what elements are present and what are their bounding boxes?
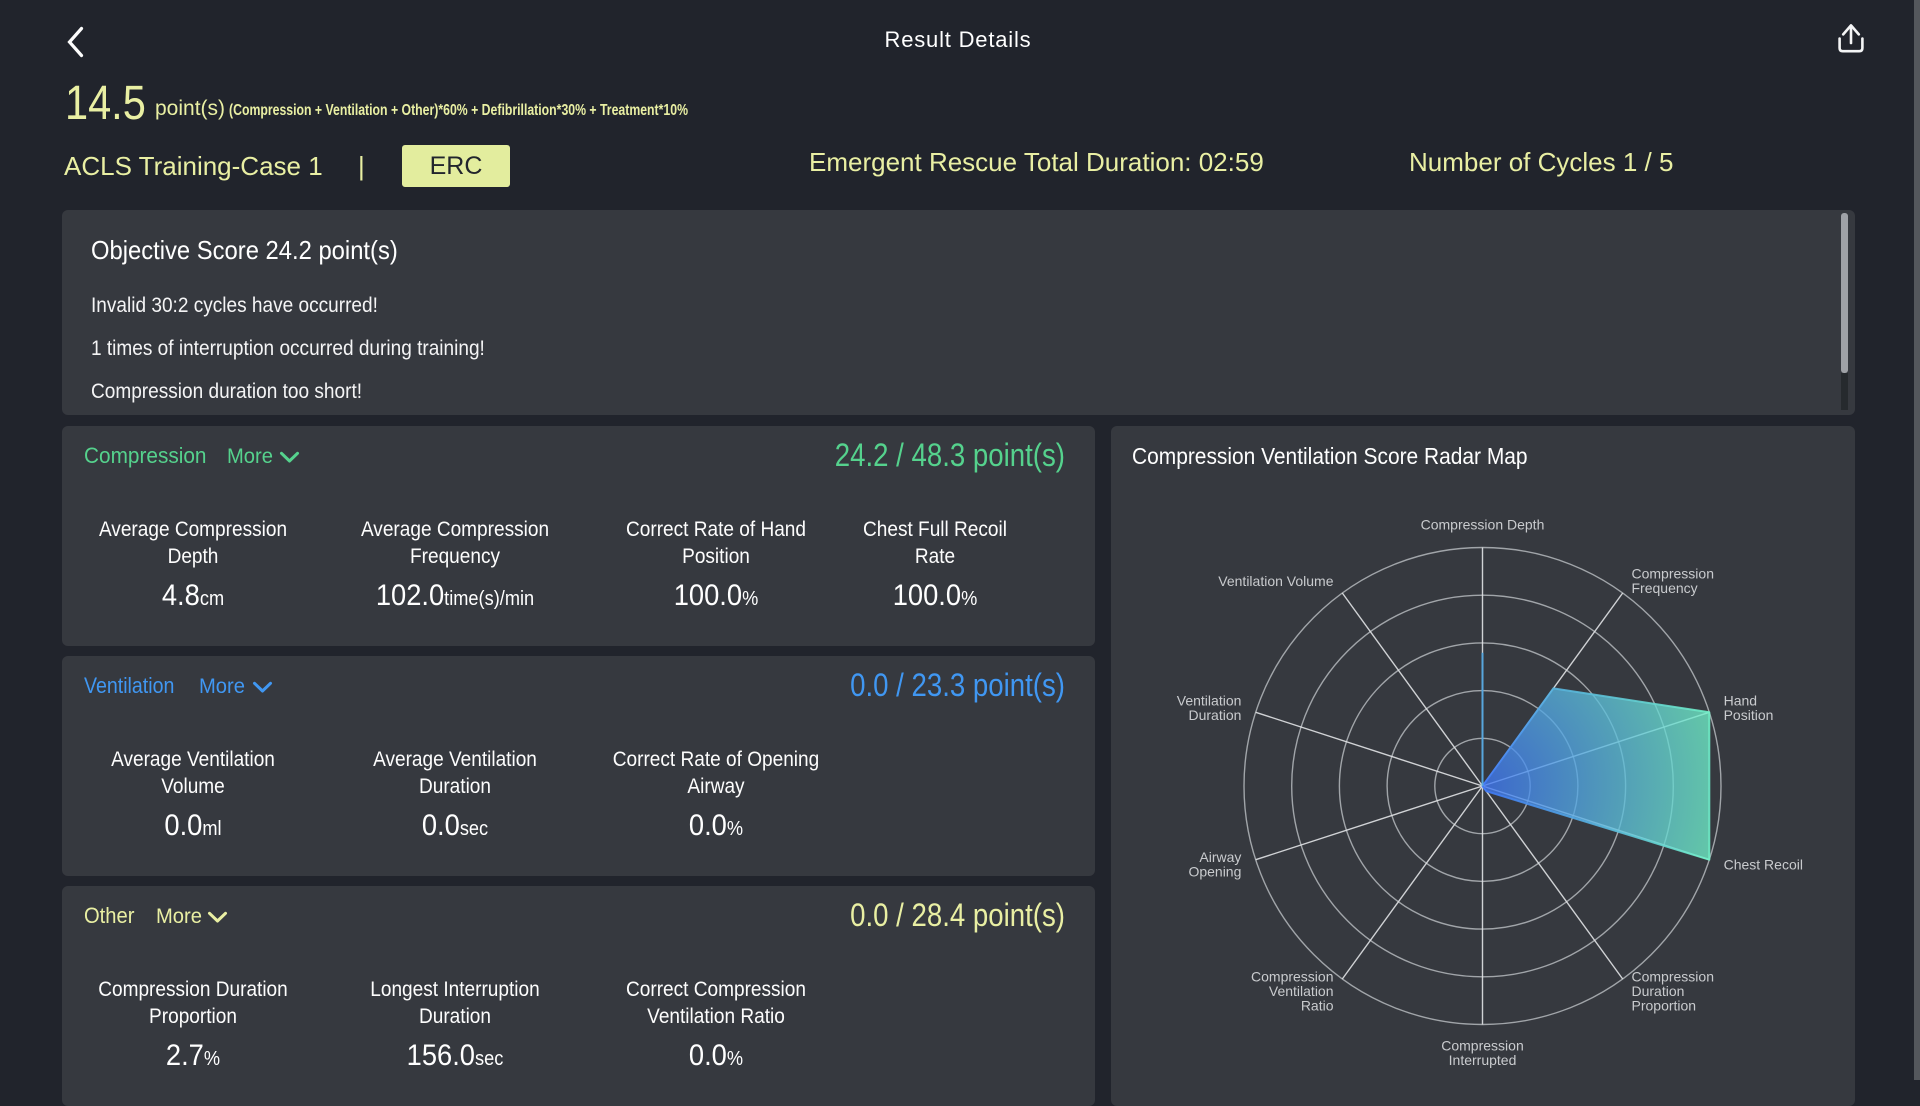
svg-text:Compression: Compression [1251, 969, 1333, 985]
svg-text:Compression Depth: Compression Depth [1421, 517, 1545, 533]
svg-text:Position: Position [1724, 707, 1774, 723]
svg-text:Ventilation: Ventilation [1269, 983, 1334, 999]
svg-text:Ratio: Ratio [1301, 998, 1334, 1014]
svg-text:Hand: Hand [1724, 692, 1757, 708]
svg-text:Frequency: Frequency [1632, 580, 1698, 596]
svg-text:Compression: Compression [1632, 566, 1714, 582]
svg-text:Proportion: Proportion [1632, 998, 1697, 1014]
svg-text:Chest Recoil: Chest Recoil [1724, 856, 1803, 872]
svg-text:Ventilation Volume: Ventilation Volume [1218, 573, 1333, 589]
svg-text:Opening: Opening [1188, 864, 1241, 880]
svg-text:Compression: Compression [1441, 1038, 1523, 1054]
svg-text:Interrupted: Interrupted [1449, 1052, 1517, 1068]
svg-text:Ventilation: Ventilation [1177, 692, 1242, 708]
svg-text:Airway: Airway [1199, 849, 1241, 865]
svg-text:Compression: Compression [1632, 969, 1714, 985]
svg-text:Duration: Duration [1188, 707, 1241, 723]
svg-text:Duration: Duration [1632, 983, 1685, 999]
